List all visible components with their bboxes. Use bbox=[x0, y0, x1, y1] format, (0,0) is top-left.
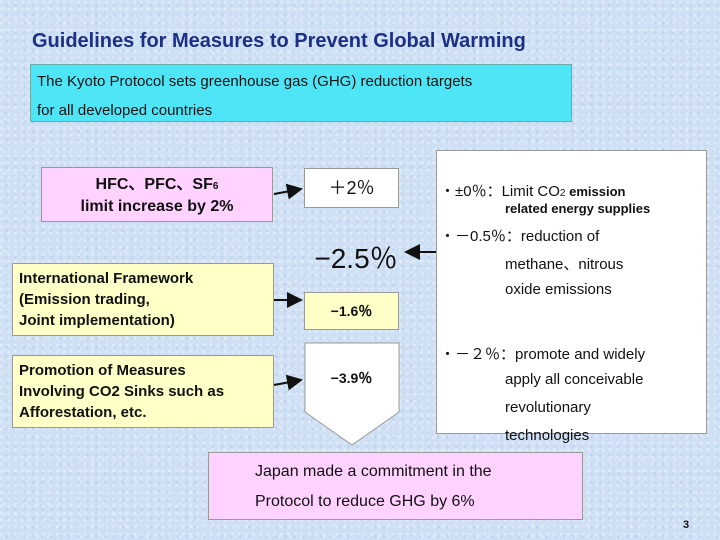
hfc-box: HFC、PFC、SF6 limit increase by 2% bbox=[41, 167, 273, 222]
kyoto-protocol-box: The Kyoto Protocol sets greenhouse gas (… bbox=[30, 64, 572, 122]
hfc-line-2: limit increase by 2% bbox=[80, 198, 234, 215]
sinks-line-3: Afforestation, etc. bbox=[19, 404, 147, 421]
item3-line-4: technologies bbox=[505, 427, 590, 444]
minus39-pentagon bbox=[304, 342, 400, 446]
japan-line-2: Protocol to reduce GHG by 6% bbox=[255, 493, 475, 510]
hfc-line-1-text: HFC、PFC、SF bbox=[95, 176, 213, 193]
japan-line-1: Japan made a commitment in the bbox=[255, 463, 492, 480]
item2-line-3: oxide emissions bbox=[505, 281, 612, 298]
minus25-value: −2.5％ bbox=[314, 243, 398, 274]
item3-line-3: revolutionary bbox=[505, 399, 591, 416]
kyoto-line-2: for all developed countries bbox=[37, 102, 213, 119]
intl-line-2: (Emission trading, bbox=[19, 291, 150, 308]
arrow-hfc bbox=[273, 183, 303, 200]
japan-commitment-box: Japan made a commitment in the Protocol … bbox=[208, 452, 583, 520]
intl-line-1: International Framework bbox=[19, 270, 194, 287]
item1-prefix: ・±0％：Limit CO bbox=[440, 183, 560, 200]
minus39-value: −3.9％ bbox=[330, 370, 373, 386]
item1-line-2: related energy supplies bbox=[505, 201, 651, 216]
plus2-value: ＋2％ bbox=[304, 168, 399, 208]
item1-suffix: emission bbox=[565, 184, 626, 199]
slide-title: Guidelines for Measures to Prevent Globa… bbox=[32, 30, 526, 52]
sinks-line-1: Promotion of Measures bbox=[19, 362, 186, 379]
hfc-line-1: HFC、PFC、SF6 bbox=[42, 175, 272, 197]
minus16-value: −1.6％ bbox=[304, 292, 399, 330]
breakdown-box bbox=[436, 150, 707, 434]
item1-line-1: ・±0％：Limit CO2 emission bbox=[440, 180, 625, 201]
item1-sub: 2 bbox=[559, 188, 566, 199]
sinks-line-2: Involving CO2 Sinks such as bbox=[19, 383, 225, 400]
item2-line-2: methane、nitrous bbox=[505, 256, 624, 273]
page-number: 3 bbox=[683, 519, 690, 531]
hfc-sub: 6 bbox=[212, 181, 219, 192]
item2-line-1: ・－0.5％：reduction of bbox=[440, 228, 600, 245]
kyoto-line-1: The Kyoto Protocol sets greenhouse gas (… bbox=[37, 73, 473, 90]
intl-line-3: Joint implementation) bbox=[19, 312, 175, 329]
item3-line-1: ・－２％：promote and widely bbox=[440, 346, 646, 363]
co2-sinks-box: Promotion of Measures Involving CO2 Sink… bbox=[12, 355, 274, 428]
international-framework-box: International Framework (Emission tradin… bbox=[12, 263, 274, 336]
item3-line-2: apply all conceivable bbox=[505, 371, 644, 388]
arrow-sinks bbox=[273, 374, 303, 391]
